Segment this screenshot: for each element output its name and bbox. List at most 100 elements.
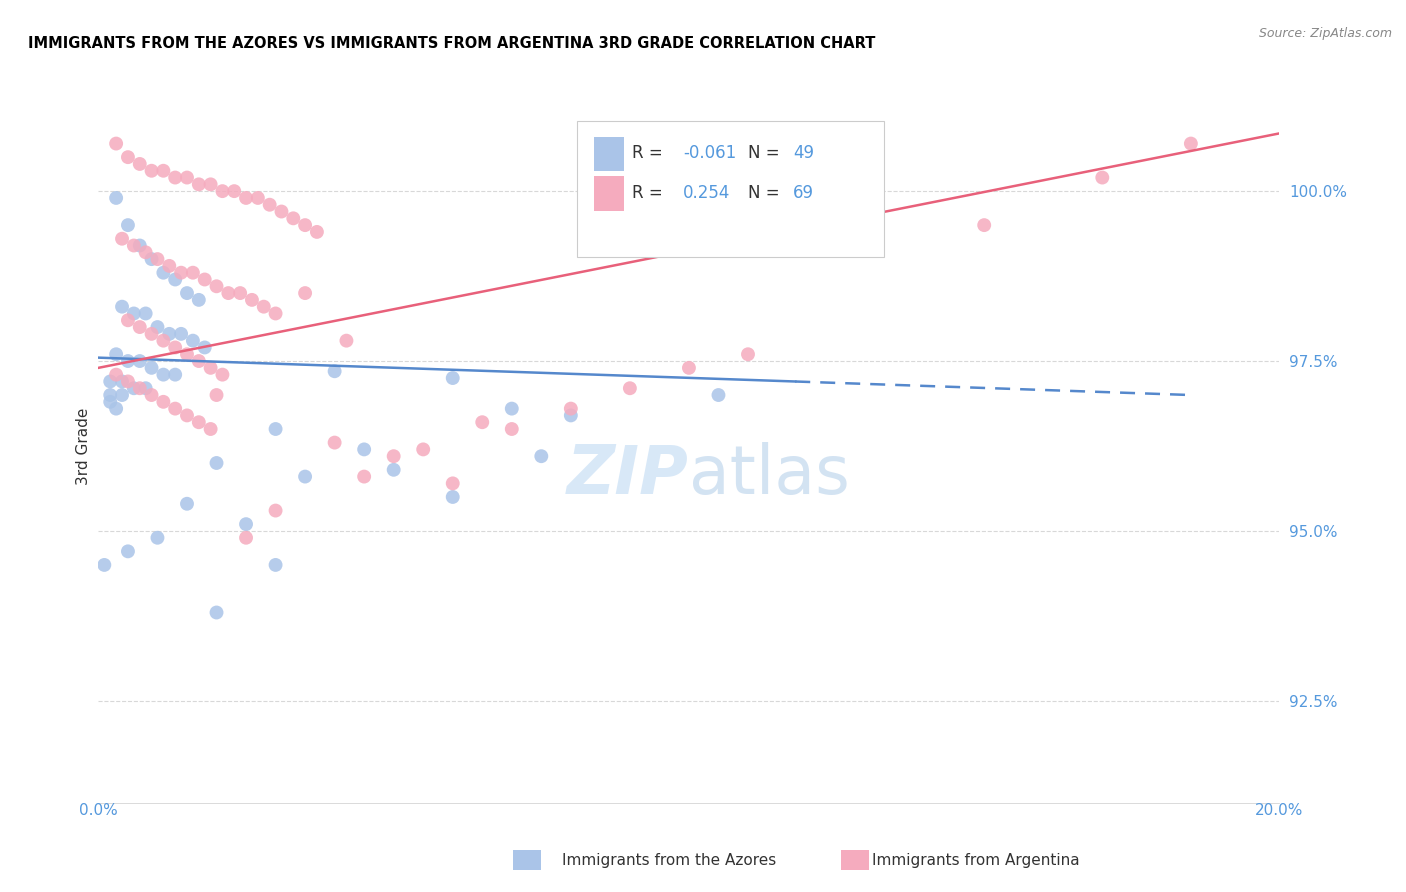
Point [157, 259, 180, 273]
Text: IMMIGRANTS FROM THE AZORES VS IMMIGRANTS FROM ARGENTINA 3RD GRADE CORRELATION CH: IMMIGRANTS FROM THE AZORES VS IMMIGRANTS… [28, 36, 876, 51]
Point [246, 191, 269, 205]
Point [135, 306, 157, 320]
Point [146, 531, 169, 545]
Point [441, 371, 464, 385]
Point [117, 313, 139, 327]
Point [235, 517, 257, 532]
Point [240, 293, 263, 307]
Bar [513, 850, 541, 870]
Point [152, 163, 174, 178]
Point [253, 300, 276, 314]
Point [264, 503, 287, 517]
Point [560, 409, 582, 423]
Point [111, 388, 134, 402]
Point [217, 286, 239, 301]
Point [294, 218, 316, 232]
Point [141, 163, 163, 178]
Point [441, 476, 464, 491]
Point [619, 381, 641, 395]
Point [105, 368, 128, 382]
Point [165, 272, 187, 286]
Text: Immigrants from Argentina: Immigrants from Argentina [872, 854, 1080, 868]
Point [187, 293, 209, 307]
Text: 49: 49 [793, 145, 814, 162]
Point [678, 360, 700, 375]
Point [128, 320, 150, 334]
Point [165, 368, 187, 382]
Point [501, 422, 523, 436]
Bar [841, 850, 869, 870]
Point [200, 422, 222, 436]
Point [353, 442, 375, 457]
Text: Source: ZipAtlas.com: Source: ZipAtlas.com [1258, 27, 1392, 40]
Text: 0.254: 0.254 [683, 184, 730, 202]
Text: 20.0%: 20.0% [1256, 803, 1303, 818]
Point [211, 368, 233, 382]
Point [105, 347, 128, 361]
Point [141, 326, 163, 341]
Point [117, 150, 139, 164]
Text: -0.061: -0.061 [683, 145, 737, 162]
Point [152, 368, 174, 382]
Point [382, 463, 405, 477]
Point [205, 279, 228, 293]
FancyBboxPatch shape [576, 121, 884, 257]
Point [259, 198, 281, 212]
Point [187, 178, 209, 192]
Point [135, 245, 157, 260]
Point [294, 286, 316, 301]
Point [294, 469, 316, 483]
Point [335, 334, 357, 348]
Point [471, 415, 494, 429]
Text: R =: R = [633, 184, 673, 202]
Point [105, 191, 128, 205]
Point [105, 136, 128, 151]
Point [117, 544, 139, 558]
Point [1091, 170, 1114, 185]
Point [122, 306, 145, 320]
Point [141, 388, 163, 402]
Point [323, 364, 346, 378]
Point [176, 497, 198, 511]
Point [128, 354, 150, 368]
Point [235, 531, 257, 545]
Point [135, 381, 157, 395]
Point [382, 449, 405, 463]
Point [176, 409, 198, 423]
Point [157, 326, 180, 341]
Point [530, 449, 553, 463]
Point [141, 360, 163, 375]
Point [211, 184, 233, 198]
Point [98, 375, 121, 389]
Point [165, 401, 187, 416]
Point [323, 435, 346, 450]
Point [264, 306, 287, 320]
Point [93, 558, 115, 572]
Point [128, 157, 150, 171]
Point [501, 401, 523, 416]
Point [441, 490, 464, 504]
Text: 0.0%: 0.0% [79, 803, 118, 818]
Point [560, 401, 582, 416]
Point [117, 218, 139, 232]
Point [170, 266, 193, 280]
Text: N =: N = [748, 145, 785, 162]
Point [105, 401, 128, 416]
Point [707, 388, 730, 402]
Point [235, 191, 257, 205]
Point [98, 388, 121, 402]
Point [305, 225, 328, 239]
Point [187, 354, 209, 368]
Point [117, 375, 139, 389]
Point [141, 252, 163, 266]
Point [98, 394, 121, 409]
Point [170, 326, 193, 341]
Point [181, 334, 204, 348]
Point [176, 286, 198, 301]
Point [111, 375, 134, 389]
Point [128, 238, 150, 252]
Text: 69: 69 [793, 184, 814, 202]
Point [146, 320, 169, 334]
Text: ZIP: ZIP [567, 442, 689, 508]
Text: R =: R = [633, 145, 668, 162]
